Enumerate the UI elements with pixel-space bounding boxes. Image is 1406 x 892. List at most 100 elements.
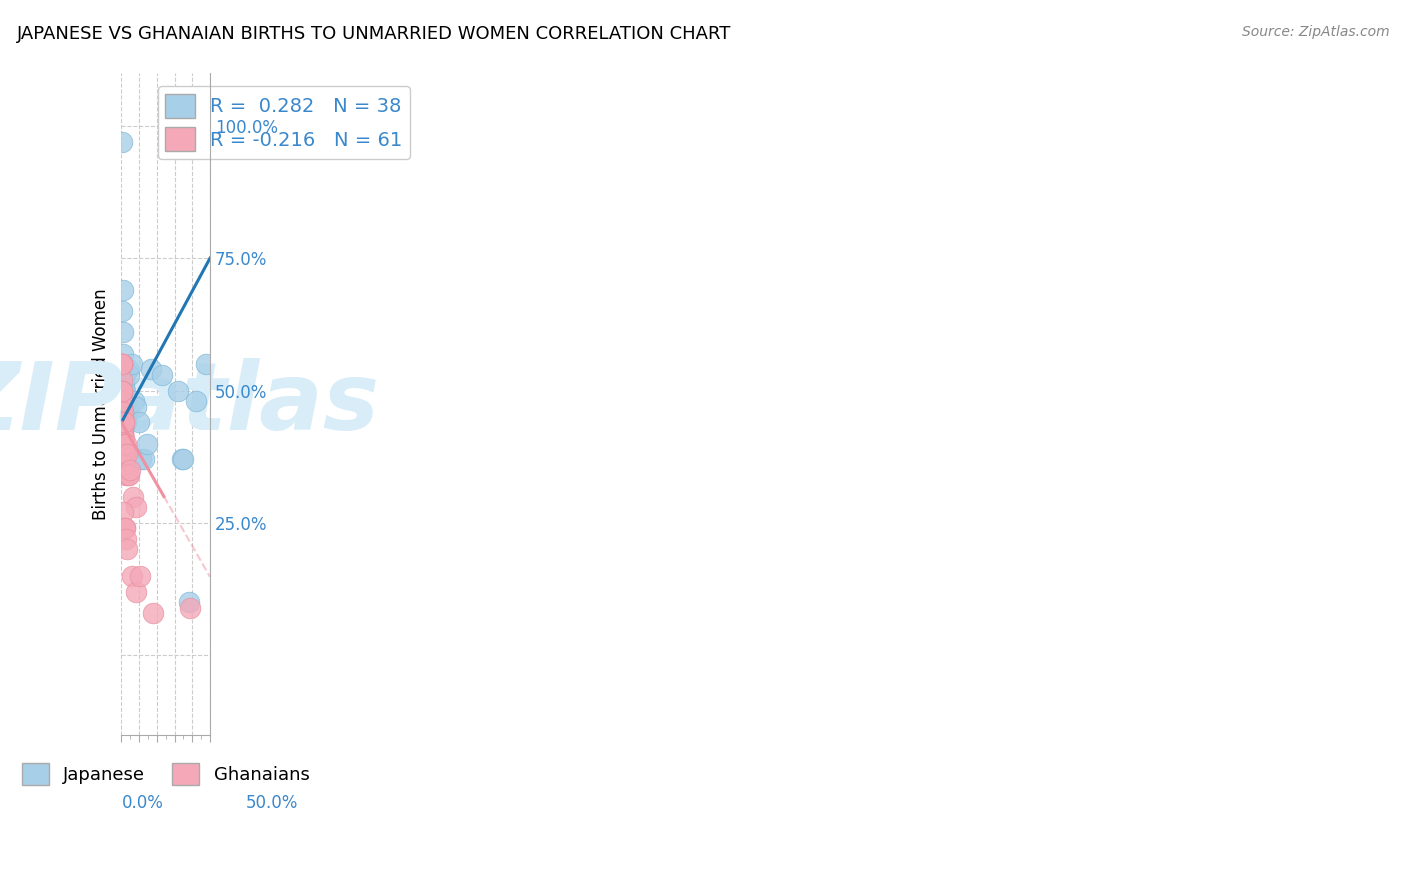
Point <box>172 452 194 467</box>
Point <box>114 447 136 461</box>
Point <box>136 436 159 450</box>
Point <box>117 468 139 483</box>
Point <box>112 436 135 450</box>
Point <box>114 521 136 535</box>
Point <box>115 416 138 430</box>
Point <box>122 394 145 409</box>
Point <box>111 416 134 430</box>
Point <box>129 569 152 583</box>
Point <box>112 416 135 430</box>
Point <box>124 584 146 599</box>
Point <box>112 416 135 430</box>
Point <box>114 405 136 419</box>
Point <box>111 384 134 398</box>
Point <box>122 490 145 504</box>
Point <box>111 416 134 430</box>
Point <box>112 431 135 445</box>
Point <box>118 368 141 382</box>
Point <box>112 400 135 414</box>
Point <box>111 405 134 419</box>
Point <box>111 346 134 360</box>
Point <box>139 362 162 376</box>
Point <box>112 521 135 535</box>
Point <box>112 442 135 456</box>
Point <box>111 400 134 414</box>
Point <box>111 431 134 445</box>
Point <box>115 405 138 419</box>
Point <box>112 425 135 440</box>
Point <box>195 357 218 371</box>
Point <box>112 378 135 392</box>
Point <box>111 394 134 409</box>
Point <box>114 394 136 409</box>
Point <box>112 436 135 450</box>
Point <box>111 436 134 450</box>
Point <box>111 505 134 519</box>
Point <box>112 447 135 461</box>
Text: ZIPatlas: ZIPatlas <box>0 358 380 450</box>
Point <box>114 416 136 430</box>
Point <box>184 394 207 409</box>
Point <box>170 452 193 467</box>
Point <box>114 394 136 409</box>
Point <box>115 400 138 414</box>
Point <box>114 521 136 535</box>
Point <box>115 532 138 546</box>
Point <box>112 436 135 450</box>
Point <box>114 368 136 382</box>
Point <box>112 326 135 340</box>
Point <box>112 420 135 434</box>
Point <box>115 447 138 461</box>
Legend: Japanese, Ghanaians: Japanese, Ghanaians <box>14 756 316 792</box>
Point <box>134 452 156 467</box>
Point <box>111 420 134 434</box>
Point <box>111 384 134 398</box>
Point <box>197 119 219 133</box>
Point <box>110 357 132 371</box>
Point <box>111 357 134 371</box>
Point <box>111 425 134 440</box>
Point <box>110 357 132 371</box>
Text: Source: ZipAtlas.com: Source: ZipAtlas.com <box>1241 25 1389 39</box>
Point <box>111 405 134 419</box>
Point <box>112 447 135 461</box>
Point <box>111 135 134 149</box>
Point <box>179 600 201 615</box>
Point <box>120 463 142 477</box>
Point <box>112 436 135 450</box>
Point <box>111 420 134 434</box>
Point <box>117 468 139 483</box>
Point <box>114 384 136 398</box>
Point <box>111 410 134 425</box>
Point <box>115 468 138 483</box>
Point <box>121 357 143 371</box>
Point <box>125 400 148 414</box>
Point <box>150 368 173 382</box>
Point <box>111 373 134 387</box>
Point <box>112 362 135 376</box>
Point <box>111 394 134 409</box>
Point <box>111 357 134 371</box>
Point <box>112 447 135 461</box>
Point <box>111 416 134 430</box>
Y-axis label: Births to Unmarried Women: Births to Unmarried Women <box>93 288 110 520</box>
Point <box>111 304 134 318</box>
Text: 0.0%: 0.0% <box>121 794 163 813</box>
Point <box>124 500 146 514</box>
Point <box>112 436 135 450</box>
Point <box>117 362 139 376</box>
Point <box>129 452 152 467</box>
Point <box>111 283 134 297</box>
Point <box>121 569 143 583</box>
Point <box>177 595 200 609</box>
Text: JAPANESE VS GHANAIAN BIRTHS TO UNMARRIED WOMEN CORRELATION CHART: JAPANESE VS GHANAIAN BIRTHS TO UNMARRIED… <box>17 25 731 43</box>
Point <box>114 458 136 472</box>
Point <box>112 362 135 376</box>
Point <box>115 542 138 557</box>
Point <box>111 431 134 445</box>
Point <box>111 384 134 398</box>
Point <box>114 458 136 472</box>
Point <box>167 384 190 398</box>
Text: 50.0%: 50.0% <box>246 794 298 813</box>
Point <box>114 436 136 450</box>
